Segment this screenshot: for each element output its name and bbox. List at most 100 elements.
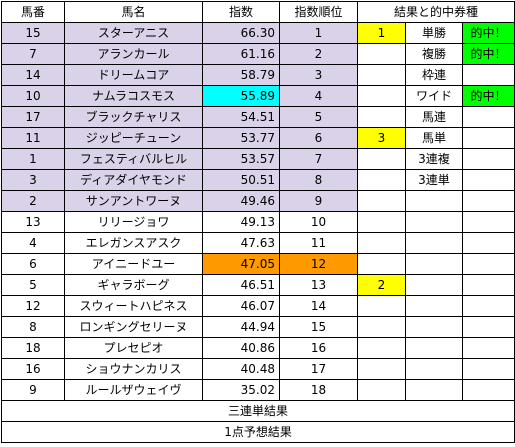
- cell-ticket: 馬単: [405, 127, 463, 149]
- cell-rank: 13: [279, 274, 358, 296]
- cell-bamei: リリージョワ: [64, 211, 203, 233]
- cell-rank: 1: [279, 22, 358, 44]
- cell-rank: 2: [279, 43, 358, 65]
- table-row: 13 リリージョワ 49.13 10: [1, 211, 515, 233]
- cell-ticket: [405, 253, 463, 275]
- table-row: 9 ルールザウェイヴ 35.02 18: [1, 379, 515, 401]
- table-row: 12 スウィートハピネス 46.07 14: [1, 295, 515, 317]
- cell-bamei: ディアダイヤモンド: [64, 169, 203, 191]
- cell-hit: [461, 253, 515, 275]
- cell-result: [357, 85, 406, 107]
- cell-umaban: 15: [1, 22, 65, 44]
- footer-sanrentan: 三連単結果: [0, 400, 515, 422]
- cell-bamei: フェスティバルヒル: [64, 148, 203, 170]
- cell-umaban: 10: [1, 85, 65, 107]
- cell-shisu: 40.48: [202, 358, 280, 380]
- cell-umaban: 8: [1, 316, 65, 338]
- cell-bamei: ショウナンカリス: [64, 358, 203, 380]
- cell-hit: [461, 379, 515, 401]
- cell-umaban: 16: [1, 358, 65, 380]
- cell-shisu: 53.77: [202, 127, 280, 149]
- cell-umaban: 7: [1, 43, 65, 65]
- cell-result: [357, 43, 406, 65]
- cell-rank: 6: [279, 127, 358, 149]
- cell-bamei: サンアントワーヌ: [64, 190, 203, 212]
- cell-bamei: アランカール: [64, 43, 203, 65]
- cell-hit: [461, 169, 515, 191]
- footer-row-sanrentan: 三連単結果: [0, 400, 515, 422]
- cell-bamei: ギャラボーグ: [64, 274, 203, 296]
- cell-rank: 10: [279, 211, 358, 233]
- cell-hit: 的中！: [461, 85, 515, 107]
- table-row: 7 アランカール 61.16 2 複勝 的中！: [1, 43, 515, 65]
- cell-bamei: ロンギングセリーヌ: [64, 316, 203, 338]
- cell-bamei: スターアニス: [64, 22, 203, 44]
- cell-hit: [461, 358, 515, 380]
- cell-ticket: [405, 358, 463, 380]
- table-row: 16 ショウナンカリス 40.48 17: [1, 358, 515, 380]
- header-bamei: 馬名: [64, 1, 203, 23]
- cell-bamei: ブラックチャリス: [64, 106, 203, 128]
- cell-rank: 9: [279, 190, 358, 212]
- header-shisu: 指数: [202, 1, 280, 23]
- cell-ticket: 馬連: [405, 106, 463, 128]
- table-row: 1 フェスティバルヒル 53.57 7 3連複: [1, 148, 515, 170]
- cell-result: [357, 232, 406, 254]
- cell-result: 2: [357, 274, 406, 296]
- cell-umaban: 6: [1, 253, 65, 275]
- cell-result: [357, 358, 406, 380]
- cell-rank: 17: [279, 358, 358, 380]
- cell-ticket: ワイド: [405, 85, 463, 107]
- cell-ticket: [405, 190, 463, 212]
- cell-umaban: 12: [1, 295, 65, 317]
- cell-result: [357, 316, 406, 338]
- cell-hit: [461, 337, 515, 359]
- cell-result: 1: [357, 22, 406, 44]
- header-row: 馬番 馬名 指数 指数順位 結果と的中券種: [1, 1, 515, 23]
- cell-umaban: 18: [1, 337, 65, 359]
- cell-shisu: 47.63: [202, 232, 280, 254]
- cell-umaban: 11: [1, 127, 65, 149]
- table-row: 8 ロンギングセリーヌ 44.94 15: [1, 316, 515, 338]
- cell-hit: 的中！: [461, 22, 515, 44]
- cell-umaban: 2: [1, 190, 65, 212]
- table-row: 14 ドリームコア 58.79 3 枠連: [1, 64, 515, 86]
- cell-hit: [461, 106, 515, 128]
- table-row: 15 スターアニス 66.30 1 1 単勝 的中！: [1, 22, 515, 44]
- cell-umaban: 3: [1, 169, 65, 191]
- cell-result: 3: [357, 127, 406, 149]
- cell-shisu: 58.79: [202, 64, 280, 86]
- cell-ticket: [405, 232, 463, 254]
- cell-rank: 3: [279, 64, 358, 86]
- cell-result: [357, 253, 406, 275]
- cell-shisu: 49.46: [202, 190, 280, 212]
- cell-bamei: アイニードユー: [64, 253, 203, 275]
- cell-rank: 14: [279, 295, 358, 317]
- cell-umaban: 5: [1, 274, 65, 296]
- table-row: 5 ギャラボーグ 46.51 13 2: [1, 274, 515, 296]
- cell-shisu: 50.51: [202, 169, 280, 191]
- table-row: 3 ディアダイヤモンド 50.51 8 3連単: [1, 169, 515, 191]
- footer-yoso: 1点予想結果: [0, 421, 515, 443]
- table-row: 6 アイニードユー 47.05 12: [1, 253, 515, 275]
- cell-result: [357, 190, 406, 212]
- cell-hit: [461, 127, 515, 149]
- table-row: 17 ブラックチャリス 54.51 5 馬連: [1, 106, 515, 128]
- cell-result: [357, 211, 406, 233]
- footer-row-yoso: 1点予想結果: [0, 421, 515, 443]
- cell-hit: [461, 148, 515, 170]
- table-row: 2 サンアントワーヌ 49.46 9: [1, 190, 515, 212]
- cell-umaban: 14: [1, 64, 65, 86]
- cell-rank: 15: [279, 316, 358, 338]
- table-row: 18 プレセピオ 40.86 16: [1, 337, 515, 359]
- cell-hit: [461, 316, 515, 338]
- cell-rank: 12: [279, 253, 358, 275]
- cell-result: [357, 337, 406, 359]
- cell-rank: 4: [279, 85, 358, 107]
- cell-bamei: ナムラコスモス: [64, 85, 203, 107]
- header-umaban: 馬番: [1, 1, 65, 23]
- cell-hit: 的中！: [461, 43, 515, 65]
- cell-rank: 5: [279, 106, 358, 128]
- cell-bamei: エレガンスアスク: [64, 232, 203, 254]
